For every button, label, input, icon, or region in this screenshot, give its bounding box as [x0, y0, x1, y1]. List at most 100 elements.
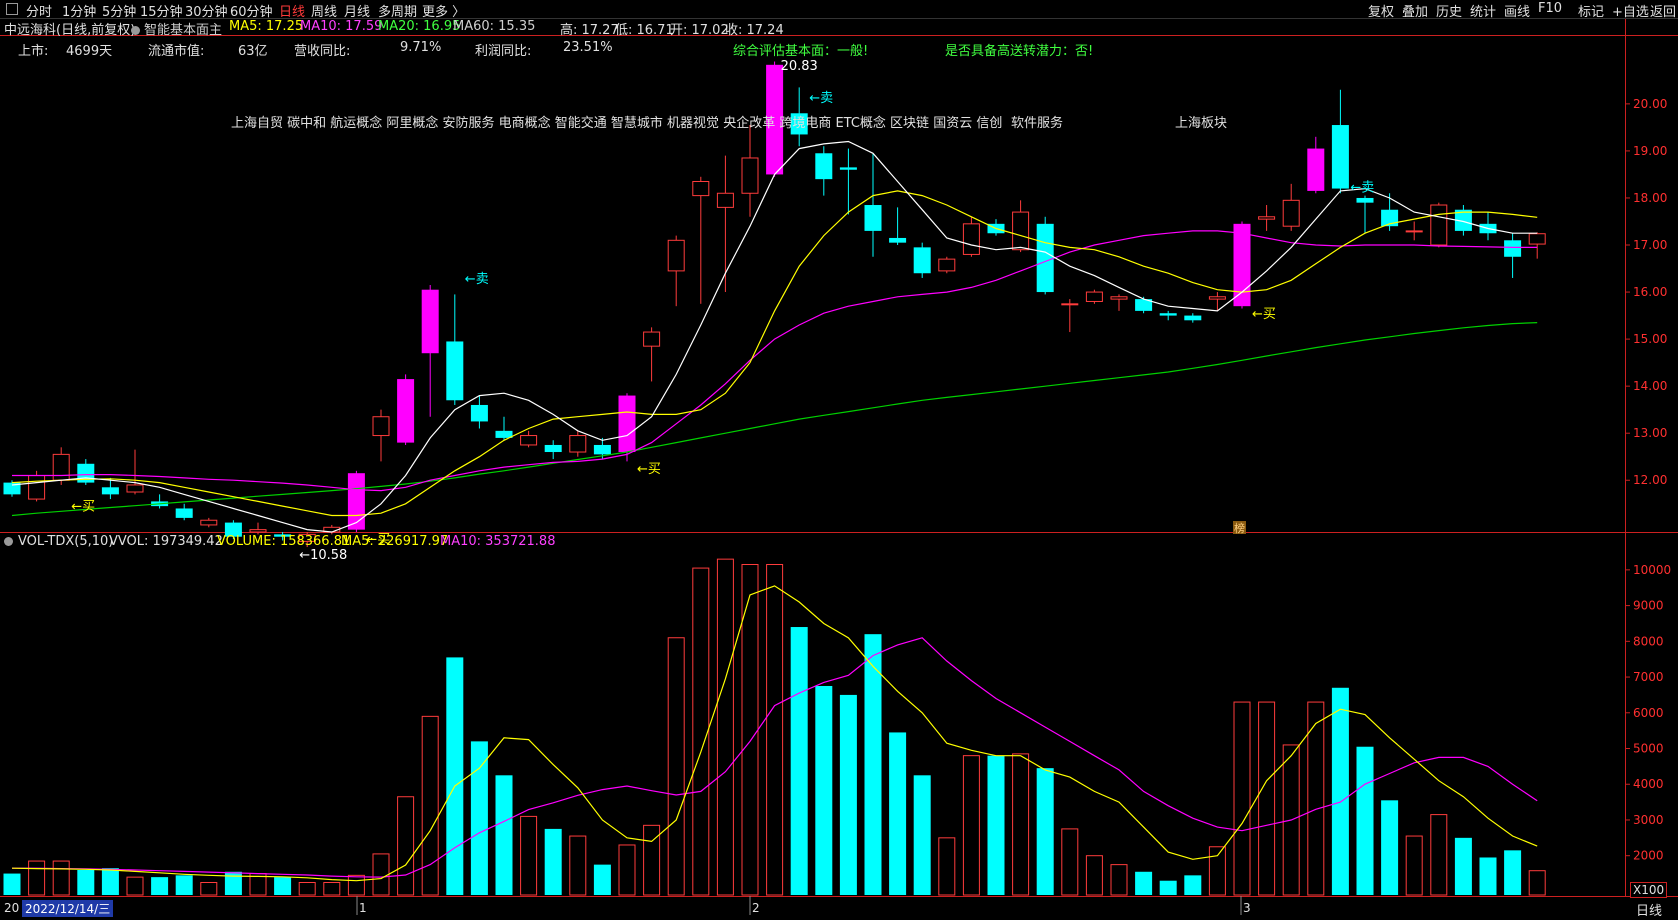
- candle-body-9: [224, 522, 242, 537]
- volume-bar-50: [1233, 701, 1251, 896]
- month-label-3: 3: [1243, 901, 1251, 915]
- candle-body-45: [1110, 296, 1128, 300]
- bonus-potential: 是否具备高送转潜力：否!: [945, 44, 1094, 59]
- volume-bar-16: [397, 796, 415, 896]
- volume-tick-label-3: 5000: [1633, 742, 1664, 756]
- volume-bar-42: [1036, 768, 1054, 895]
- ma20-line: [12, 230, 1538, 492]
- concept-software: 软件服务: [1011, 116, 1064, 131]
- tab-9[interactable]: 多周期: [378, 5, 418, 20]
- volume-bar-62: [1528, 870, 1546, 896]
- candle-body-53: [1307, 148, 1325, 191]
- candle-body-15: [372, 416, 390, 437]
- volume-bar-33: [815, 685, 833, 895]
- volume-bar-39: [962, 755, 980, 896]
- ma10-readout: MA10: 17.59: [300, 19, 383, 34]
- min-price-label: ←10.58: [299, 548, 347, 563]
- toolbar-button-2[interactable]: 历史: [1436, 5, 1463, 20]
- volume-readout: VOLUME: 158366.81: [217, 534, 351, 549]
- volume-bar-29: [716, 558, 734, 896]
- candle-body-1: [28, 475, 46, 500]
- listed-label: 上市:: [18, 44, 49, 59]
- board-marker: [1233, 521, 1246, 534]
- toolbar-button-0[interactable]: 复权: [1368, 5, 1395, 20]
- tab-5[interactable]: 60分钟: [230, 5, 273, 20]
- toolbar-button-7[interactable]: +自选: [1612, 5, 1649, 20]
- buy-signal-0: ←买: [71, 500, 95, 515]
- tab-8[interactable]: 月线: [344, 5, 371, 20]
- candle-body-32: [790, 113, 808, 135]
- toolbar-button-8[interactable]: 返回: [1650, 5, 1677, 20]
- volume-bar-47: [1159, 880, 1177, 895]
- volume-bar-54: [1331, 687, 1349, 895]
- toolbar-button-4[interactable]: 画线: [1504, 5, 1531, 20]
- candle-body-42: [1036, 223, 1054, 293]
- volume-bar-36: [889, 732, 907, 895]
- indicator-name[interactable]: 智能基本面主: [131, 19, 222, 38]
- volume-bar-3: [77, 869, 95, 895]
- candle-body-54: [1331, 125, 1349, 189]
- tab-0[interactable]: 分时: [26, 5, 53, 20]
- candle-body-34: [839, 167, 857, 170]
- volume-bar-7: [175, 875, 193, 895]
- volume-bar-5: [126, 876, 144, 896]
- close-readout: 收: 17.24: [725, 23, 784, 38]
- volume-bar-45: [1110, 864, 1128, 896]
- volume-bar-31: [766, 564, 784, 896]
- volume-bar-35: [864, 634, 882, 895]
- candle-body-8: [200, 519, 218, 526]
- price-tick-label-7: 19.00: [1633, 144, 1667, 158]
- candle-body-31: [766, 64, 784, 175]
- profit-label: 利润同比:: [475, 44, 532, 59]
- ma60-readout: MA60: 15.35: [453, 19, 536, 34]
- toolbar-menu-icon[interactable]: [6, 3, 18, 15]
- tab-2[interactable]: 5分钟: [102, 5, 137, 20]
- candle-body-16: [397, 379, 415, 443]
- vol-indicator-name[interactable]: VOL-TDX(5,10): [18, 534, 114, 549]
- period-label[interactable]: 日线: [1636, 904, 1663, 919]
- volume-bar-37: [913, 775, 931, 895]
- max-price-label: 20.83: [781, 59, 818, 74]
- toolbar-button-1[interactable]: 叠加: [1402, 5, 1429, 20]
- volume-bar-44: [1085, 855, 1103, 896]
- price-tick-label-6: 18.00: [1633, 191, 1667, 205]
- candle-body-44: [1085, 291, 1103, 302]
- low-readout: 低: 16.71: [615, 23, 674, 38]
- volume-bar-24: [593, 864, 611, 895]
- sell-signal-0: ←卖: [465, 272, 489, 287]
- candle-body-46: [1135, 299, 1153, 311]
- tab-1[interactable]: 1分钟: [62, 5, 97, 20]
- vol-gear-icon[interactable]: [4, 537, 13, 546]
- toolbar-button-6[interactable]: 标记: [1578, 5, 1605, 20]
- candle-body-57: [1405, 230, 1423, 233]
- toolbar-button-3[interactable]: 统计: [1470, 5, 1497, 20]
- tab-6[interactable]: 日线: [279, 5, 306, 20]
- candle-body-21: [520, 435, 538, 446]
- volume-bar-13: [323, 881, 341, 896]
- volume-bar-28: [692, 567, 710, 896]
- volume-tick-label-2: 4000: [1633, 777, 1664, 791]
- mcap-value: 63亿: [238, 44, 268, 59]
- price-tick-label-3: 15.00: [1633, 332, 1667, 346]
- vol-ma10-readout: MA10: 353721.88: [440, 534, 556, 549]
- price-tick-label-8: 20.00: [1633, 97, 1667, 111]
- tab-3[interactable]: 15分钟: [140, 5, 183, 20]
- indicator-gear-icon[interactable]: [131, 26, 140, 35]
- tab-10[interactable]: 更多 〉: [422, 5, 466, 20]
- tab-4[interactable]: 30分钟: [185, 5, 228, 20]
- profit-value: 23.51%: [563, 40, 613, 55]
- vol-header: [4, 534, 17, 549]
- candle-body-7: [175, 508, 193, 518]
- volume-bar-26: [643, 824, 661, 896]
- candle-body-11: [274, 534, 292, 537]
- toolbar-button-5[interactable]: F10: [1538, 1, 1563, 16]
- tab-7[interactable]: 周线: [311, 5, 338, 20]
- axis-start-label: 20: [4, 901, 20, 915]
- sell-signal-1: ←卖: [809, 91, 833, 106]
- candle-body-59: [1454, 209, 1472, 231]
- volume-bar-58: [1430, 814, 1448, 896]
- candle-body-48: [1184, 315, 1202, 321]
- volume-bar-12: [298, 881, 316, 896]
- candle-body-37: [913, 247, 931, 274]
- price-tick-label-5: 17.00: [1633, 238, 1667, 252]
